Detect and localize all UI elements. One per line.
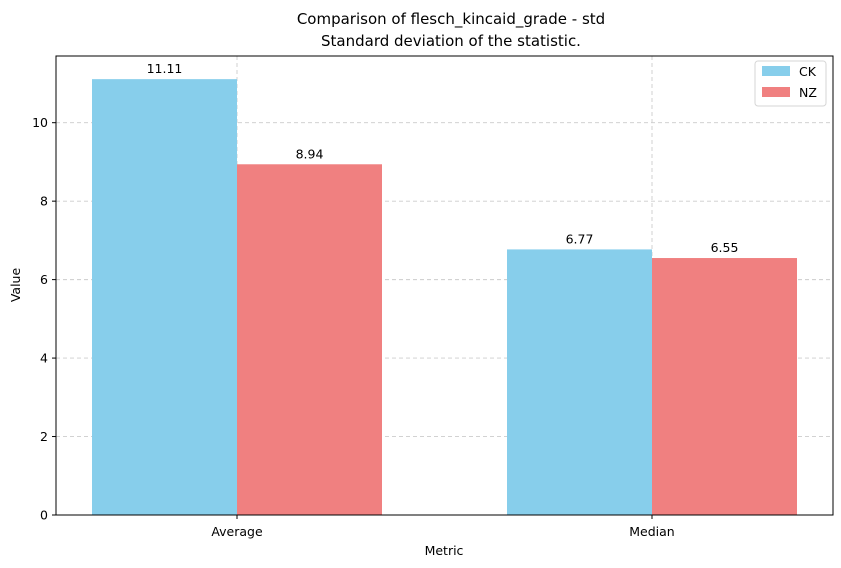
x-tick-label: Average [211, 524, 263, 539]
bar-nz-median [652, 258, 797, 515]
y-axis: 0 2 4 6 8 10 [32, 115, 56, 523]
y-axis-label: Value [8, 268, 23, 303]
legend-label-nz: NZ [799, 85, 817, 100]
plot-area [55, 55, 834, 516]
data-labels: 11.11 6.77 8.94 6.55 [147, 61, 739, 255]
y-tick-label: 6 [40, 272, 48, 287]
y-tick-label: 4 [40, 351, 48, 366]
bar-nz-average [237, 164, 382, 515]
data-label: 8.94 [296, 146, 324, 161]
data-label: 6.55 [711, 240, 739, 255]
chart-subtitle: Standard deviation of the statistic. [321, 32, 581, 50]
legend-swatch-nz [762, 87, 790, 97]
bars [92, 79, 797, 516]
chart-title: Comparison of flesch_kincaid_grade - std [297, 10, 605, 29]
legend-label-ck: CK [799, 64, 817, 79]
bar-ck-average [92, 79, 237, 516]
data-label: 11.11 [147, 61, 183, 76]
y-tick-label: 10 [32, 115, 48, 130]
x-axis: Average Median [211, 515, 675, 539]
x-axis-label: Metric [425, 543, 464, 558]
y-tick-label: 2 [40, 429, 48, 444]
legend-swatch-ck [762, 66, 790, 76]
x-tick-label: Median [629, 524, 674, 539]
bar-ck-median [507, 249, 652, 515]
data-label: 6.77 [566, 231, 594, 246]
legend: CK NZ [754, 60, 827, 107]
y-tick-label: 0 [40, 508, 48, 523]
y-tick-label: 8 [40, 194, 48, 209]
